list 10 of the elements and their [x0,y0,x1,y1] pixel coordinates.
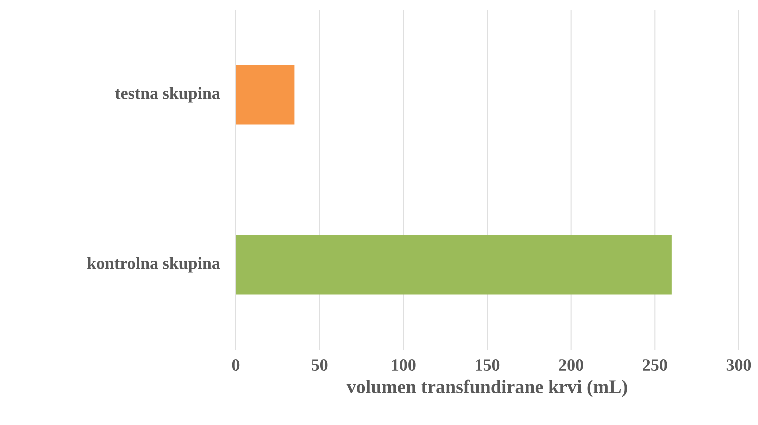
y-tick-label: kontrolna skupina [88,257,220,273]
x-tick-label: 150 [476,360,500,371]
x-tick-label: 250 [643,360,668,371]
x-tick-label: 50 [312,360,328,371]
x-tick-label: 300 [726,360,752,371]
x-tick-label: 0 [232,360,240,371]
x-tick-label: 200 [559,360,584,371]
x-axis-title: volumen transfundirane krvi (mL) [346,380,628,398]
y-tick-label: testna skupina [115,87,220,103]
x-tick-label: 100 [392,360,416,371]
